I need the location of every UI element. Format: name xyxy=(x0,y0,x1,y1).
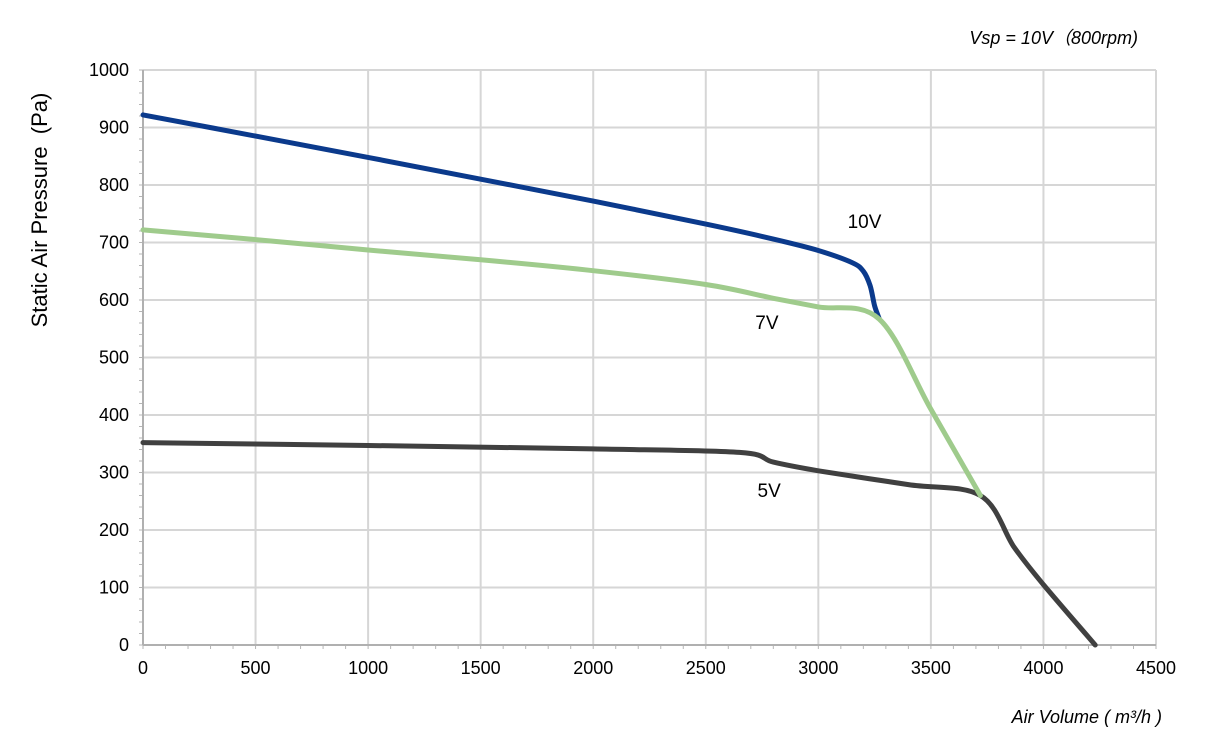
series-label-10v: 10V xyxy=(848,212,882,233)
tick-labels: 0 500 1000 1500 2000 2500 3000 3500 4000 4500 0 100… xyxy=(89,60,1176,678)
chart-subtitle: Vsp = 10V（800rpm) xyxy=(969,28,1138,48)
series-label-7v: 7V xyxy=(755,313,779,334)
series-line-10v xyxy=(140,112,882,321)
y-tick-label: 700 xyxy=(99,233,129,253)
series-line-7v xyxy=(140,227,983,498)
x-tick-label: 2500 xyxy=(686,658,726,678)
x-tick-label: 2000 xyxy=(573,658,613,678)
series-labels: 10V 7V 5V xyxy=(755,212,881,502)
x-tick-label: 4500 xyxy=(1136,658,1176,678)
x-tick-label: 500 xyxy=(241,658,271,678)
y-tick-label: 300 xyxy=(99,463,129,483)
y-tick-label: 100 xyxy=(99,578,129,598)
x-tick-label: 4000 xyxy=(1023,658,1063,678)
y-tick-label: 1000 xyxy=(89,60,129,80)
x-tick-label: 1500 xyxy=(461,658,501,678)
y-axis-label: Static Air Pressure (Pa) xyxy=(27,93,52,328)
x-tick-label: 3000 xyxy=(798,658,838,678)
x-tick-label: 1000 xyxy=(348,658,388,678)
series-line-5v xyxy=(140,440,1098,648)
x-axis-label: Air Volume ( m³/h ) xyxy=(1011,707,1162,727)
x-tick-label: 3500 xyxy=(911,658,951,678)
series-lines xyxy=(140,112,1098,648)
axes xyxy=(139,69,1157,649)
series-label-5v: 5V xyxy=(758,481,782,502)
y-tick-label: 400 xyxy=(99,405,129,425)
y-tick-label: 500 xyxy=(99,348,129,368)
grid-lines xyxy=(143,69,1157,645)
y-tick-label: 200 xyxy=(99,520,129,540)
y-tick-label: 600 xyxy=(99,290,129,310)
y-tick-label: 0 xyxy=(119,635,129,655)
x-tick-label: 0 xyxy=(138,658,148,678)
y-tick-label: 900 xyxy=(99,118,129,138)
y-tick-label: 800 xyxy=(99,175,129,195)
